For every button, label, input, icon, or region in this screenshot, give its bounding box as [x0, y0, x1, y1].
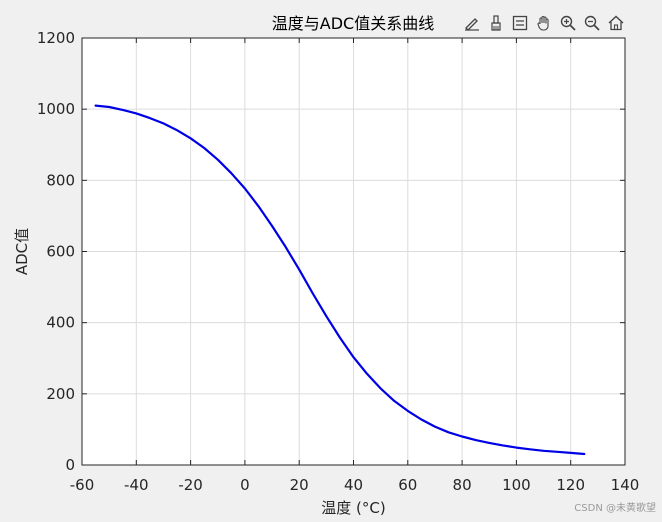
x-tick-label: 20 — [290, 476, 309, 494]
legend-icon[interactable] — [510, 13, 530, 33]
y-tick-label: 1200 — [37, 29, 75, 47]
y-tick-label: 800 — [46, 171, 75, 189]
series-group — [94, 104, 586, 456]
y-axis-label: ADC值 — [13, 228, 31, 275]
x-tick-label: 40 — [344, 476, 363, 494]
y-tick-label: 0 — [65, 456, 75, 474]
pan-icon[interactable] — [534, 13, 554, 33]
y-tick-label: 1000 — [37, 100, 75, 118]
data-tips-icon[interactable] — [462, 13, 482, 33]
x-tick-label: 140 — [611, 476, 640, 494]
grid — [82, 38, 625, 465]
y-tick-label: 200 — [46, 385, 75, 403]
brush-icon[interactable] — [486, 13, 506, 33]
x-tick-label: -40 — [124, 476, 149, 494]
x-tick-label: 120 — [556, 476, 585, 494]
x-tick-label: 0 — [240, 476, 250, 494]
x-tick-label: 100 — [502, 476, 531, 494]
series-line — [94, 104, 586, 456]
axes-toolbar — [462, 12, 626, 34]
zoom-out-icon[interactable] — [582, 13, 602, 33]
y-tick-label: 600 — [46, 243, 75, 261]
x-tick-label: 60 — [398, 476, 417, 494]
x-tick-label: -60 — [70, 476, 95, 494]
chart-title: 温度与ADC值关系曲线 — [272, 14, 434, 33]
watermark: CSDN @未黄歌望 — [574, 503, 656, 514]
y-tick-label: 400 — [46, 314, 75, 332]
x-tick-label: 80 — [453, 476, 472, 494]
zoom-in-icon[interactable] — [558, 13, 578, 33]
x-axis-label: 温度 (°C) — [321, 499, 385, 517]
x-tick-label: -20 — [178, 476, 203, 494]
home-icon[interactable] — [606, 13, 626, 33]
ticks: -60 -40 -20 0 20 40 60 80 100 120 140 0 200 400 600 800… — [37, 29, 640, 494]
